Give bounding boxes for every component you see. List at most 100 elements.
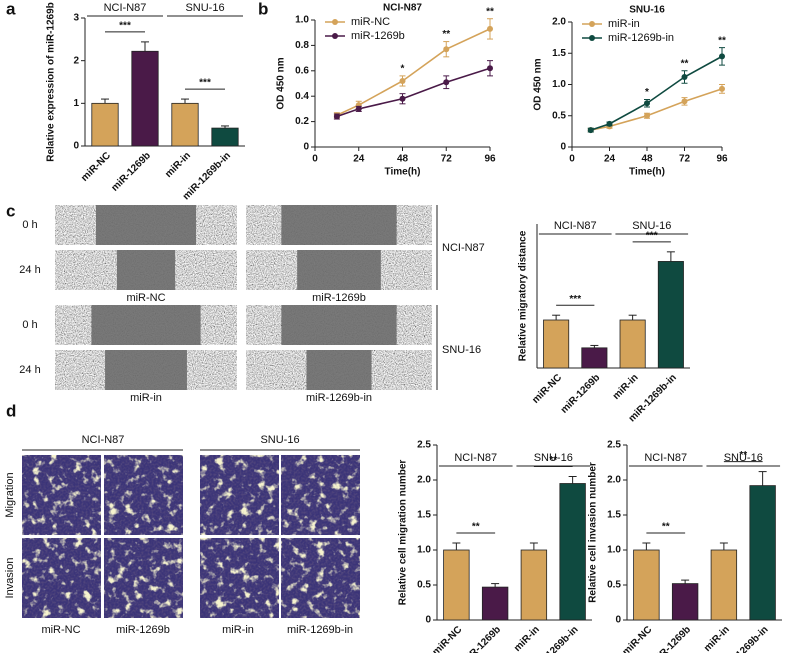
bar bbox=[657, 261, 684, 369]
legend-marker bbox=[332, 33, 338, 39]
x-tick-label: 24 bbox=[604, 154, 616, 165]
y-tick-label: 0.4 bbox=[295, 91, 309, 102]
panel-label: a bbox=[6, 0, 16, 18]
bar bbox=[91, 102, 119, 147]
panel-label: b bbox=[258, 0, 268, 18]
legend-label: miR-in bbox=[608, 18, 640, 30]
point bbox=[443, 46, 450, 53]
row-label: Migration bbox=[4, 472, 16, 517]
y-tick-label: 2.5 bbox=[417, 440, 431, 451]
bar bbox=[543, 319, 570, 369]
x-tick-label: 0 bbox=[569, 154, 575, 165]
x-tick-label: 24 bbox=[353, 154, 365, 165]
y-tick-label: 1.0 bbox=[417, 545, 431, 556]
image-label: miR-1269b-in bbox=[287, 624, 353, 636]
point bbox=[606, 120, 613, 127]
x-tick-label: miR-in bbox=[512, 624, 542, 653]
transwell-membrane bbox=[281, 455, 360, 535]
y-tick-label: 0.5 bbox=[607, 580, 621, 591]
chart-title: SNU-16 bbox=[629, 5, 665, 16]
significance: ** bbox=[549, 455, 557, 466]
group-label: NCI-N87 bbox=[104, 2, 147, 14]
x-tick-label: miR-NC bbox=[530, 372, 564, 406]
y-axis-label: Relative expression of miR-1269b bbox=[46, 2, 57, 162]
wound-gap bbox=[105, 350, 187, 390]
wound-gap bbox=[116, 250, 176, 290]
panel-label: d bbox=[6, 401, 16, 420]
group-label: SNU-16 bbox=[260, 434, 299, 446]
point bbox=[681, 98, 688, 105]
group-label: NCI-N87 bbox=[554, 220, 597, 232]
y-tick-label: 1 bbox=[73, 98, 79, 109]
bar bbox=[559, 483, 586, 621]
point bbox=[644, 100, 650, 107]
point bbox=[443, 79, 450, 86]
y-tick-label: 0.6 bbox=[295, 65, 309, 76]
time-label: 24 h bbox=[19, 364, 40, 376]
point bbox=[399, 77, 406, 84]
annotation: ** bbox=[442, 29, 450, 40]
x-tick-label: 48 bbox=[397, 154, 409, 165]
significance: ** bbox=[739, 450, 747, 461]
legend-label: miR-1269b bbox=[351, 30, 405, 42]
group-label: NCI-N87 bbox=[442, 242, 485, 254]
legend-label: miR-NC bbox=[351, 16, 390, 28]
y-tick-label: 0 bbox=[303, 142, 309, 153]
y-axis-label: Relative cell migration number bbox=[398, 460, 409, 606]
point bbox=[487, 25, 493, 32]
image-label: miR-1269b bbox=[312, 292, 366, 304]
image-label: miR-1269b-in bbox=[306, 392, 372, 404]
transwell-membrane bbox=[200, 538, 279, 618]
point bbox=[719, 85, 725, 92]
panel-label: c bbox=[6, 201, 15, 220]
y-tick-label: 0 bbox=[615, 615, 621, 626]
point bbox=[587, 127, 594, 134]
bar bbox=[481, 586, 509, 621]
image-label: miR-1269b bbox=[116, 624, 170, 636]
chart-title: NCI-N87 bbox=[383, 3, 422, 14]
annotation: * bbox=[645, 87, 649, 98]
y-tick-label: 1.5 bbox=[552, 48, 566, 59]
wound-gap bbox=[281, 305, 397, 345]
significance: *** bbox=[199, 78, 211, 89]
point bbox=[487, 65, 493, 72]
bar bbox=[131, 50, 159, 147]
transwell-membrane bbox=[104, 455, 183, 535]
transwell-membrane bbox=[281, 538, 360, 618]
wound-gap bbox=[297, 250, 381, 290]
x-axis-label: Time(h) bbox=[629, 167, 665, 178]
point bbox=[719, 53, 725, 60]
y-tick-label: 0 bbox=[425, 615, 431, 626]
wound-gap bbox=[306, 350, 372, 390]
significance: ** bbox=[472, 522, 480, 533]
point bbox=[644, 112, 650, 119]
time-label: 24 h bbox=[19, 264, 40, 276]
y-tick-label: 2.0 bbox=[552, 17, 566, 28]
x-tick-label: 72 bbox=[441, 154, 453, 165]
line bbox=[590, 55, 723, 131]
y-axis-label: OD 450 nm bbox=[276, 57, 287, 109]
x-tick-label: miR-NC bbox=[79, 150, 113, 184]
annotation: ** bbox=[681, 58, 689, 69]
y-tick-label: 0.5 bbox=[417, 580, 431, 591]
y-tick-label: 3 bbox=[73, 13, 79, 24]
group-label: NCI-N87 bbox=[82, 434, 125, 446]
group-label: SNU-16 bbox=[442, 344, 481, 356]
y-tick-label: 1.0 bbox=[295, 15, 309, 26]
x-axis-label: Time(h) bbox=[385, 167, 421, 178]
y-tick-label: 2.5 bbox=[607, 440, 621, 451]
image-label: miR-NC bbox=[126, 292, 165, 304]
x-tick-label: miR-NC bbox=[431, 624, 465, 653]
x-tick-label: 72 bbox=[679, 154, 691, 165]
transwell-membrane bbox=[22, 538, 101, 618]
bar bbox=[633, 549, 660, 621]
group-label: SNU-16 bbox=[185, 2, 224, 14]
legend-marker bbox=[332, 19, 338, 25]
y-tick-label: 0 bbox=[73, 141, 79, 152]
point bbox=[399, 95, 406, 102]
transwell-membrane bbox=[104, 538, 183, 618]
bar bbox=[211, 127, 239, 147]
y-tick-label: 0 bbox=[560, 142, 566, 153]
time-label: 0 h bbox=[22, 319, 37, 331]
